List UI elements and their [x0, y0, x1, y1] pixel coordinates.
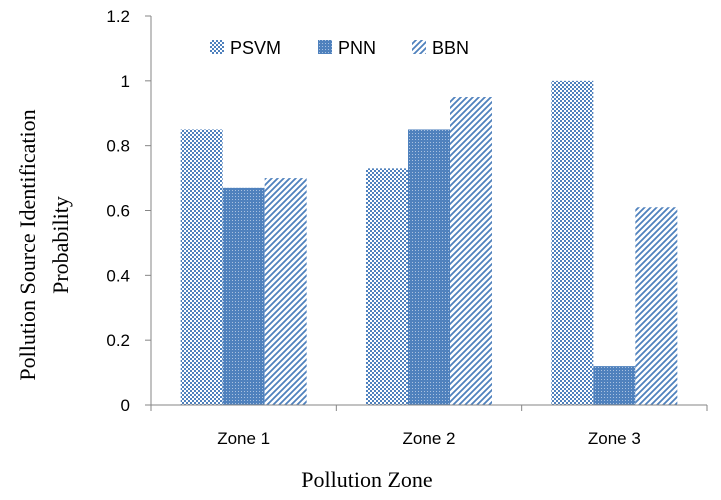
- bar-psvm-zone-2: [366, 168, 408, 405]
- bar-bbn-zone-2: [450, 97, 492, 406]
- bar-bbn-zone-1: [264, 178, 307, 405]
- x-tick-label: Zone 2: [403, 429, 456, 448]
- y-tick-label: 0.4: [106, 266, 130, 285]
- legend-label-pnn: PNN: [338, 38, 376, 58]
- y-axis-title-line-1: Pollution Source Identification: [15, 109, 40, 380]
- y-tick-label: 0.8: [106, 137, 130, 156]
- x-tick-label: Zone 1: [217, 429, 270, 448]
- x-axis-title: Pollution Zone: [301, 467, 432, 492]
- bar-bbn-zone-3: [635, 207, 678, 405]
- legend-swatch-bbn: [412, 40, 426, 54]
- bar-psvm-zone-3: [551, 80, 594, 405]
- x-tick-label: Zone 3: [588, 429, 641, 448]
- x-axis-ticks: Zone 1 Zone 2 Zone 3: [217, 429, 641, 448]
- legend-label-psvm: PSVM: [230, 38, 281, 58]
- y-tick-label: 1.2: [106, 7, 130, 26]
- legend-swatch-pnn: [318, 40, 332, 54]
- legend-label-bbn: BBN: [432, 38, 469, 58]
- y-axis-title: Pollution Source Identification Probabil…: [15, 109, 73, 380]
- y-tick-label: 0.6: [106, 202, 130, 221]
- y-tick-label: 1: [121, 72, 130, 91]
- bar-pnn-zone-3: [593, 366, 636, 405]
- legend-swatch-psvm: [210, 40, 224, 54]
- bar-pnn-zone-2: [408, 129, 450, 406]
- y-tick-label: 0: [121, 396, 130, 415]
- y-axis-ticks: 0 0.2 0.4 0.6 0.8 1 1.2: [106, 7, 151, 415]
- bar-psvm-zone-1: [180, 129, 223, 406]
- bar-pnn-zone-1: [222, 187, 265, 405]
- bars: [180, 80, 678, 406]
- y-axis-title-line-2: Probability: [48, 196, 73, 294]
- axes: [150, 16, 708, 411]
- y-tick-label: 0.2: [106, 331, 130, 350]
- legend: PSVM PNN BBN: [210, 38, 469, 58]
